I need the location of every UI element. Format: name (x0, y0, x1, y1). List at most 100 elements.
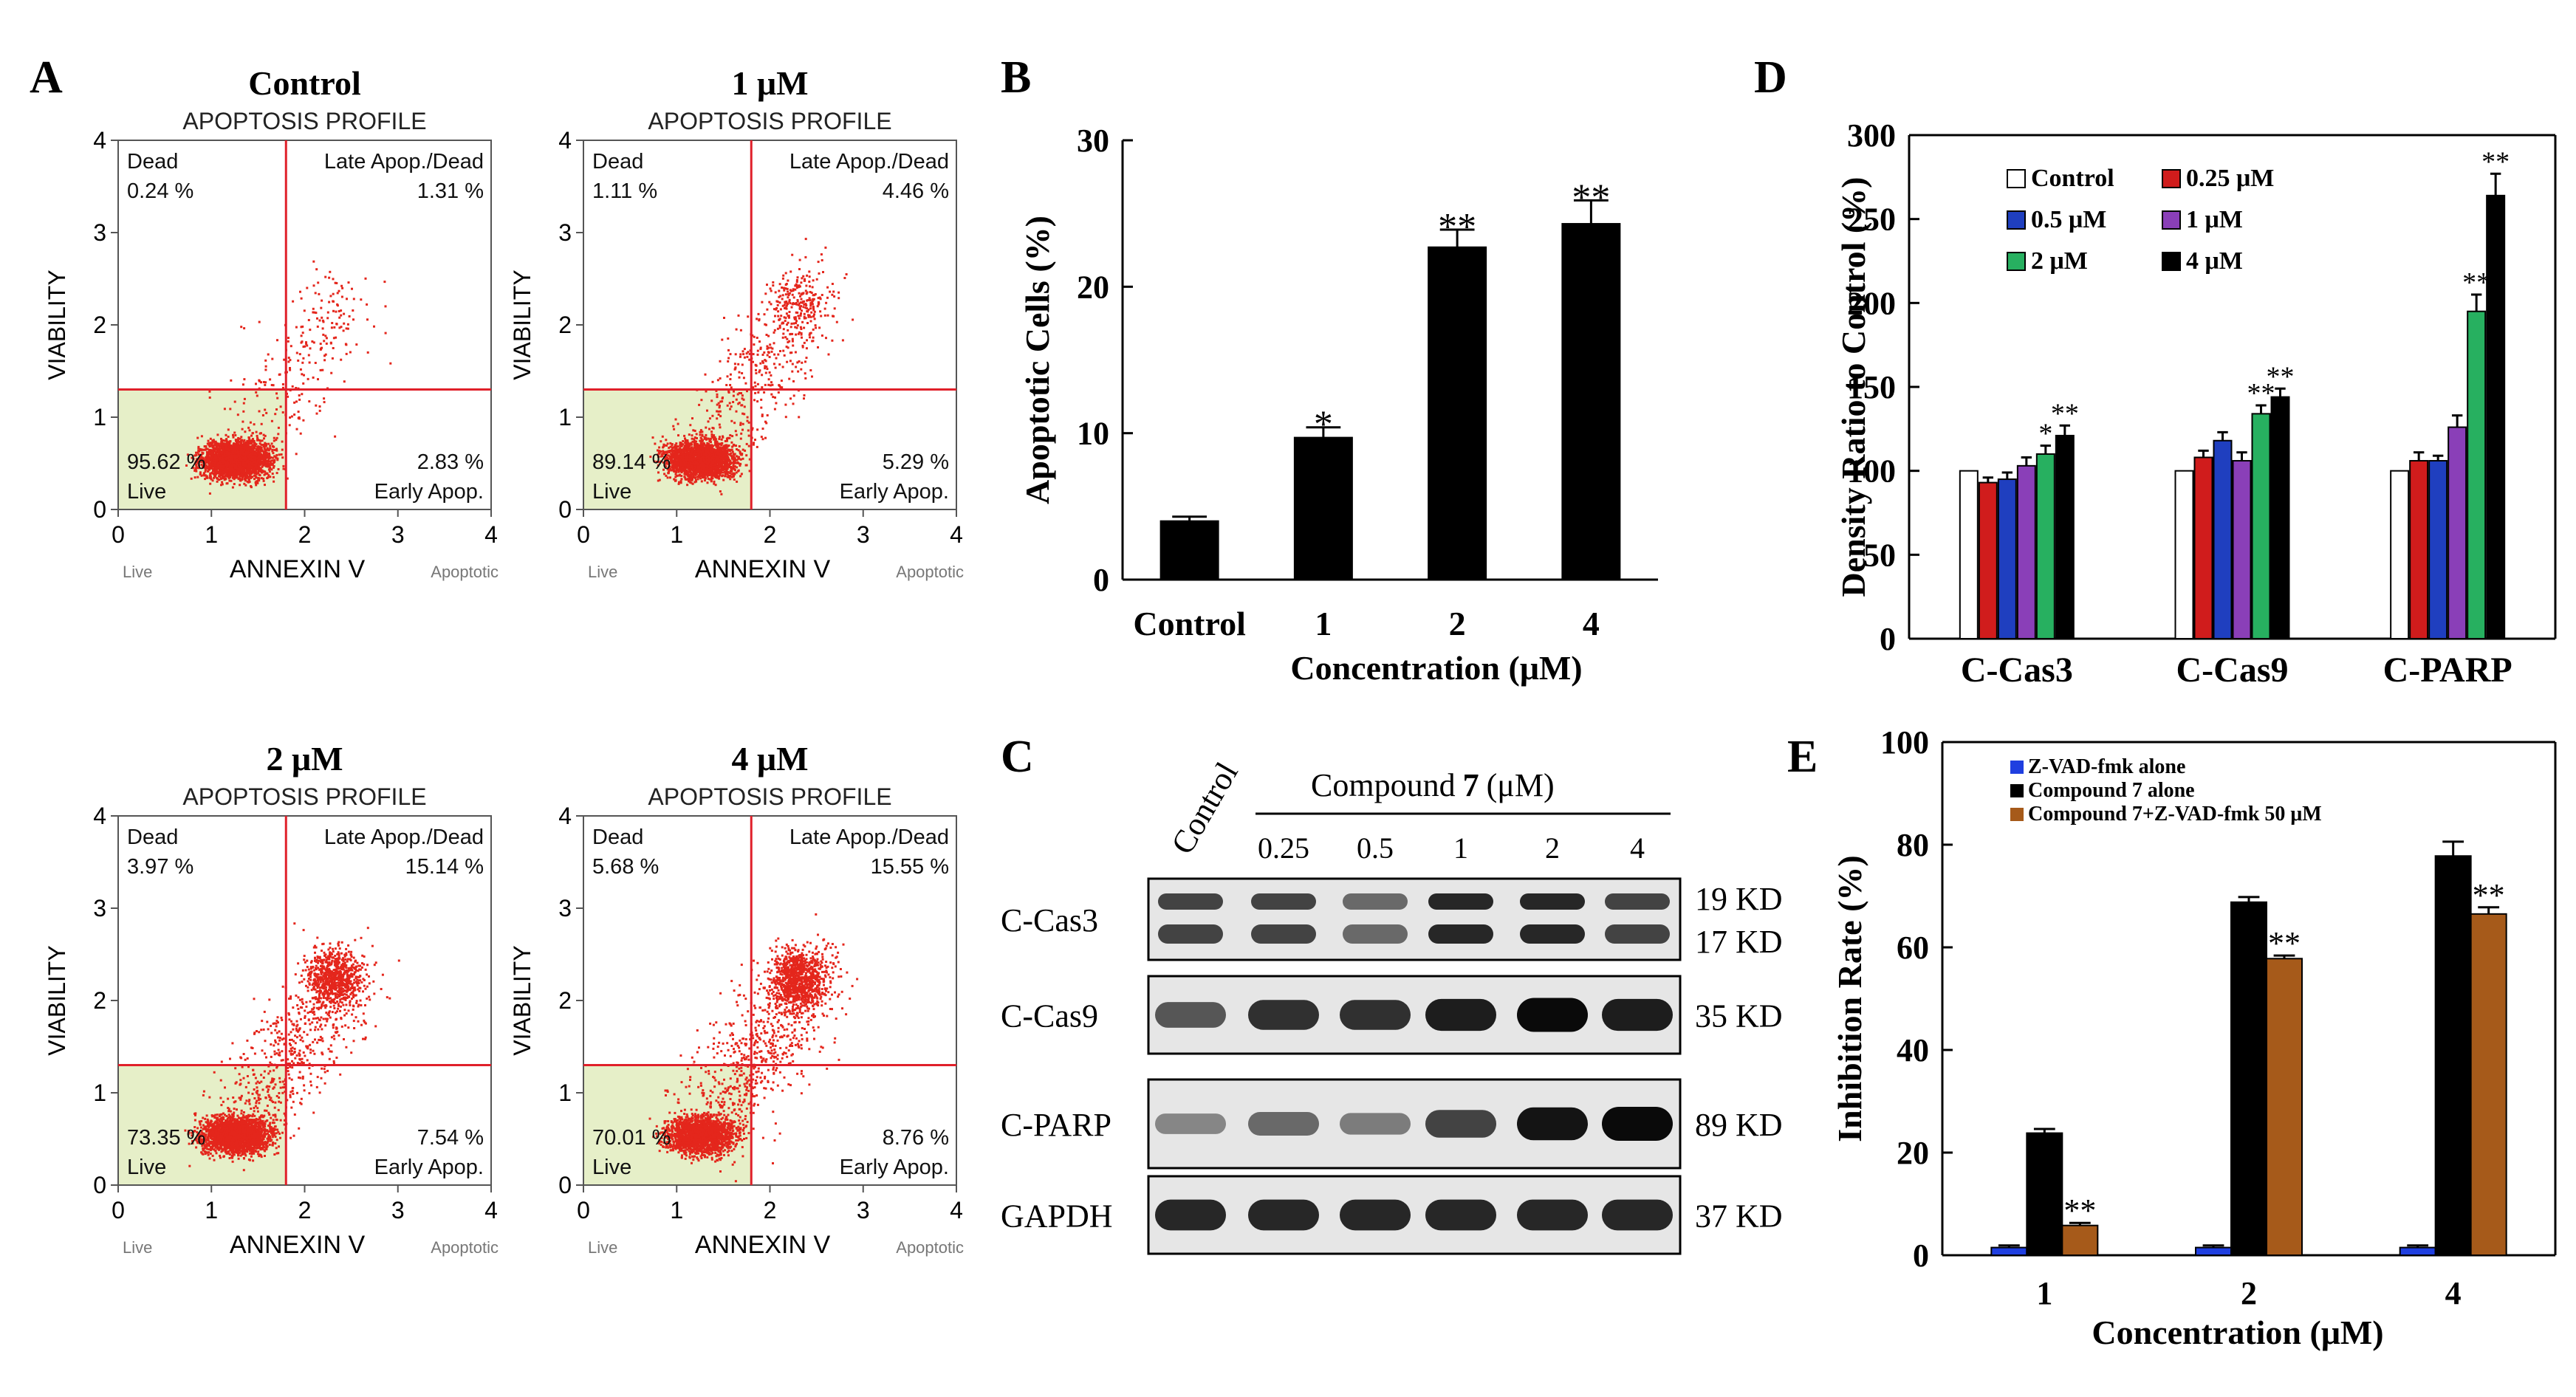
event-dot (703, 436, 706, 439)
event-dot (275, 436, 278, 439)
event-dot (682, 440, 685, 442)
event-dot (275, 454, 278, 456)
event-dot (196, 458, 198, 461)
event-dot (348, 315, 351, 318)
event-dot (219, 464, 222, 467)
event-dot (231, 473, 234, 476)
event-dot (695, 480, 698, 483)
event-dot (708, 442, 710, 445)
event-dot (260, 460, 263, 463)
event-dot (717, 442, 720, 445)
event-dot (241, 428, 244, 430)
event-dot (270, 463, 273, 466)
event-dot (312, 260, 315, 263)
event-dot (683, 473, 686, 476)
event-dot (360, 298, 363, 301)
event-dot (251, 470, 254, 473)
event-dot (215, 445, 218, 448)
event-dot (256, 480, 259, 482)
event-dot (235, 464, 238, 467)
event-dot (240, 455, 243, 458)
event-dot (675, 442, 678, 445)
event-dot (314, 292, 317, 295)
event-dot (240, 442, 243, 444)
event-dot (207, 470, 210, 473)
event-dot (186, 453, 189, 456)
event-dot (200, 474, 203, 477)
event-dot (249, 473, 252, 476)
event-dot (688, 447, 691, 450)
event-dot (730, 452, 733, 455)
x-tick-label: 3 (391, 521, 405, 548)
event-dot (662, 450, 665, 453)
event-dot (725, 447, 728, 450)
event-dot (217, 450, 220, 453)
event-dot (718, 438, 721, 440)
event-dot (242, 446, 244, 449)
event-dot (719, 470, 722, 473)
event-dot (701, 476, 704, 479)
event-dot (204, 460, 207, 463)
panel-label-a: A (30, 52, 63, 103)
event-dot (214, 468, 216, 471)
event-dot (330, 326, 333, 329)
event-dot (213, 447, 216, 450)
event-dot (204, 448, 207, 451)
event-dot (227, 445, 230, 448)
event-dot (245, 465, 248, 468)
event-dot (257, 464, 260, 467)
event-dot (735, 444, 737, 447)
event-dot (713, 434, 716, 437)
event-dot (657, 456, 660, 459)
event-dot (663, 473, 666, 476)
event-dot (699, 443, 702, 446)
event-dot (321, 368, 324, 371)
event-dot (264, 452, 267, 455)
event-dot (713, 436, 716, 439)
event-dot (279, 405, 282, 408)
event-dot (672, 456, 674, 459)
event-dot (216, 458, 219, 461)
event-dot (262, 433, 265, 436)
event-dot (210, 457, 213, 460)
event-dot (250, 434, 253, 437)
event-dot (232, 436, 235, 439)
event-dot (193, 469, 196, 472)
event-dot (660, 440, 662, 443)
event-dot (673, 478, 676, 481)
event-dot (262, 381, 265, 383)
event-dot (281, 411, 284, 413)
event-dot (688, 480, 690, 483)
event-dot (213, 442, 216, 445)
event-dot (733, 455, 736, 457)
event-dot (212, 465, 214, 468)
event-dot (301, 361, 304, 364)
event-dot (236, 459, 239, 461)
event-dot (222, 439, 225, 442)
event-dot (340, 358, 343, 361)
event-dot (258, 380, 261, 382)
event-dot (219, 461, 222, 463)
event-dot (293, 401, 296, 404)
event-dot (200, 435, 203, 438)
event-dot (733, 465, 736, 468)
event-dot (267, 353, 270, 356)
event-dot (268, 467, 271, 470)
event-dot (213, 464, 216, 467)
event-dot (211, 461, 214, 464)
event-dot (689, 442, 692, 445)
event-dot (239, 484, 242, 487)
event-dot (274, 413, 277, 416)
event-dot (671, 444, 674, 447)
event-dot (242, 470, 244, 473)
event-dot (297, 411, 300, 413)
event-dot (253, 450, 256, 453)
event-dot (250, 467, 253, 470)
event-dot (233, 469, 236, 472)
y-tick-label: 4 (93, 127, 106, 154)
event-dot (282, 467, 285, 470)
event-dot (366, 351, 369, 354)
event-dot (215, 464, 218, 467)
event-dot (329, 270, 332, 273)
